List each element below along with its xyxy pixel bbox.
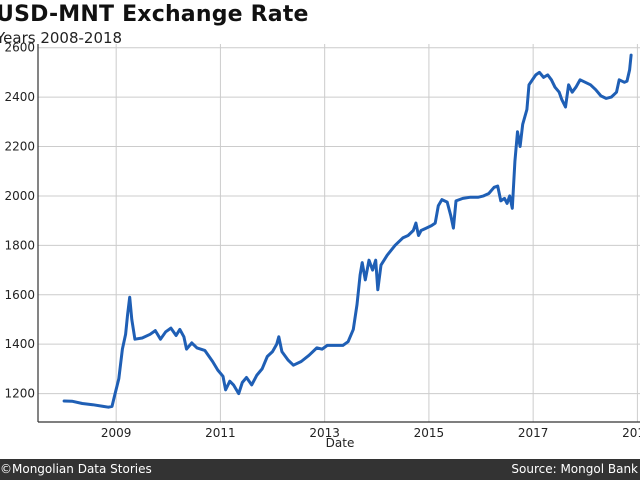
footer-bar: ©Mongolian Data Stories Source: Mongol B…: [0, 459, 640, 480]
x-tick-label: 2015: [414, 426, 445, 440]
y-tick-label: 2000: [4, 189, 35, 203]
x-tick-label: 2011: [205, 426, 236, 440]
footer-source: Source: Mongol Bank: [511, 462, 638, 476]
y-gridlines: [38, 47, 640, 395]
x-tick-label: 2013: [309, 426, 340, 440]
chart-title: USD-MNT Exchange Rate: [0, 2, 309, 27]
y-tick-labels: 1200 1400 1600 1800 2000 2200 2400 2600: [4, 41, 35, 401]
footer-credit: ©Mongolian Data Stories: [0, 462, 152, 476]
x-tick-labels: 2009 2011 2013 2015 2017 2019: [101, 426, 640, 440]
y-tick-label: 1400: [4, 337, 35, 351]
x-axis-label: Date: [326, 436, 355, 450]
y-tick-label: 1200: [4, 387, 35, 401]
y-tick-label: 2600: [4, 41, 35, 55]
x-tick-label: 2019: [622, 426, 640, 440]
chart-subtitle: Years 2008-2018: [0, 29, 123, 47]
line-chart: 1200 1400 1600 1800 2000 2200 2400 2600 2009 201…: [4, 41, 640, 450]
plot-frame: [37, 44, 640, 423]
y-tick-label: 1600: [4, 288, 35, 302]
x-tick-label: 2017: [518, 426, 549, 440]
y-tick-label: 1800: [4, 238, 35, 252]
x-gridlines: [115, 44, 638, 422]
y-tick-label: 2400: [4, 90, 35, 104]
data-series: [62, 53, 633, 409]
series-line-usd-mnt: [62, 53, 633, 409]
y-tick-label: 2200: [4, 140, 35, 154]
x-tick-label: 2009: [101, 426, 132, 440]
